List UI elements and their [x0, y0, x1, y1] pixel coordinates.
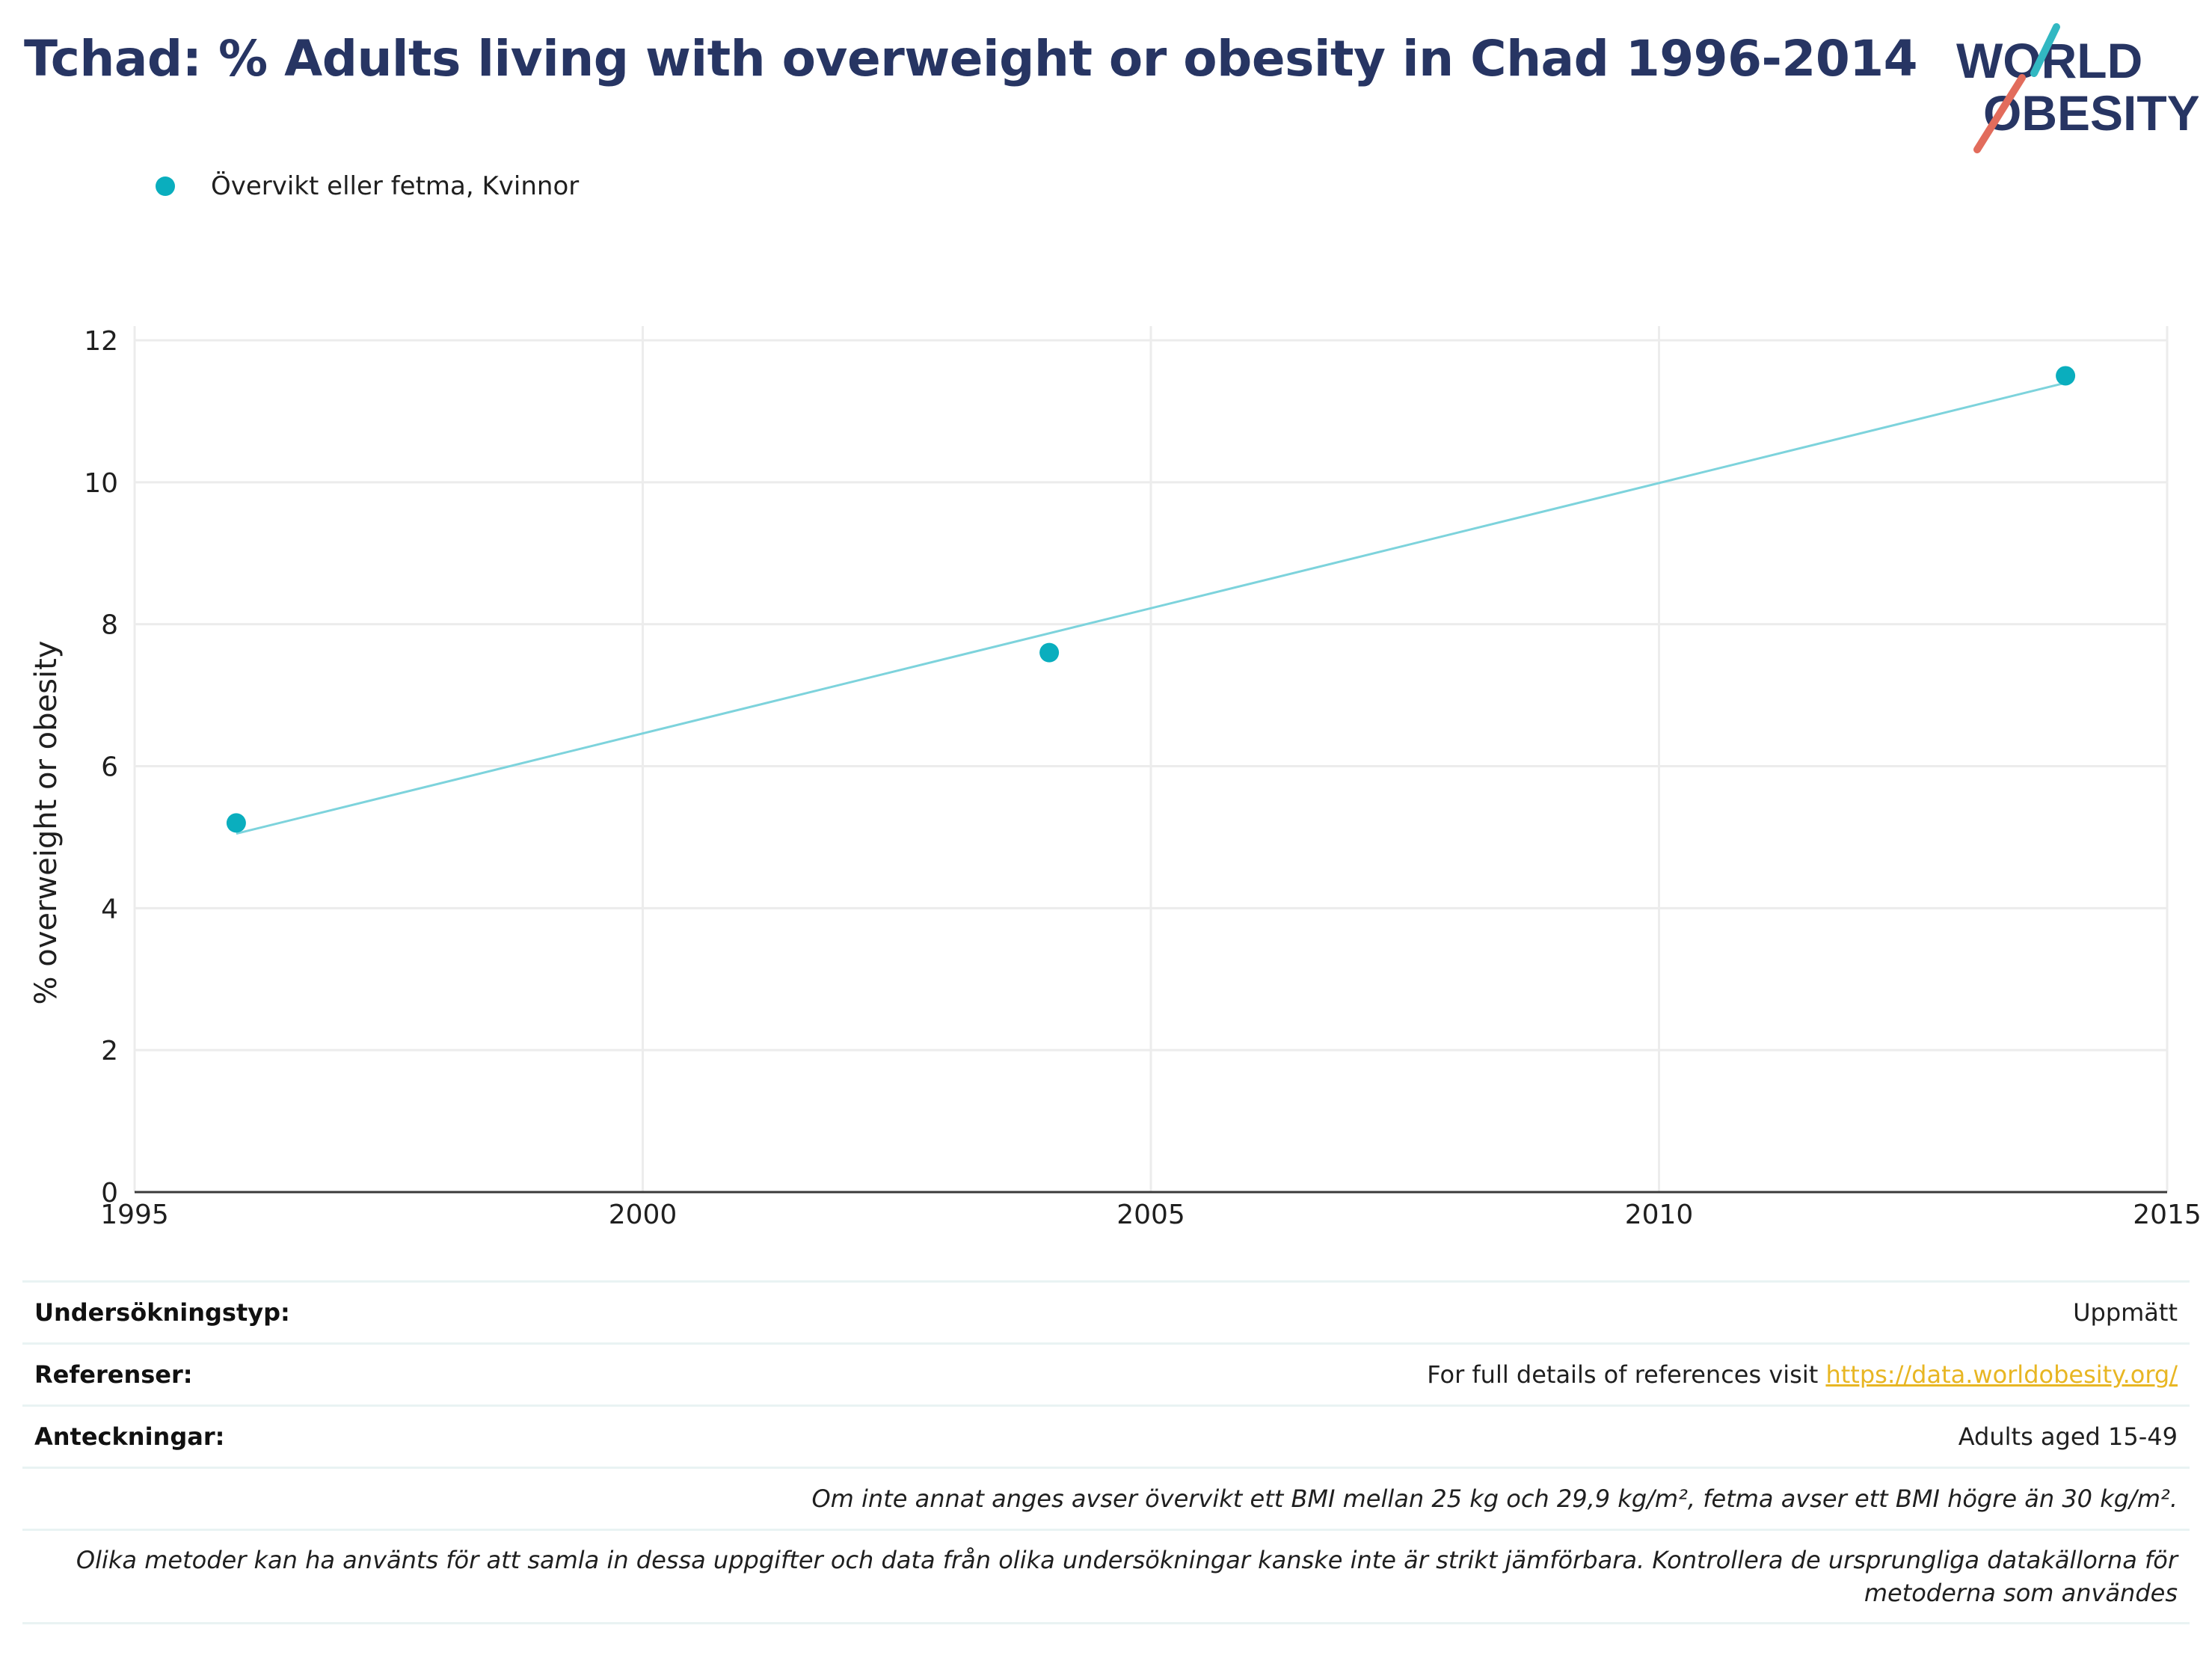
chart-legend[interactable]: Övervikt eller fetma, Kvinnor: [156, 168, 579, 205]
info-table-bottom-border: [22, 1622, 2190, 1624]
x-tick-label: 2000: [609, 1200, 678, 1230]
legend-label: Övervikt eller fetma, Kvinnor: [211, 171, 580, 201]
x-tick-label: 2005: [1116, 1200, 1185, 1230]
info-row-references: Referenser: For full details of referenc…: [22, 1342, 2190, 1404]
y-tick-label: 4: [101, 894, 118, 924]
logo-slash-teal: [2030, 23, 2060, 77]
data-point: [2056, 366, 2076, 386]
page-title: Tchad: % Adults living with overweight o…: [24, 30, 1918, 87]
references-label: Referenser:: [34, 1360, 193, 1389]
scatter-chart: 0 2 4 6 8 10 12 1995 2000 2005 2010 2015: [84, 326, 2202, 1230]
references-prefix: For full details of references visit: [1427, 1360, 1826, 1389]
logo-text-obesity: OBESITY: [1983, 85, 2199, 141]
y-tick-label: 8: [101, 610, 118, 641]
x-tick-label: 2015: [2133, 1200, 2202, 1230]
references-link[interactable]: https://data.worldobesity.org/: [1825, 1360, 2178, 1389]
x-tick-label: 2010: [1625, 1200, 1694, 1230]
notes-label: Anteckningar:: [34, 1422, 225, 1451]
bmi-note: Om inte annat anges avser övervikt ett B…: [811, 1485, 2178, 1513]
notes-value: Adults aged 15-49: [1958, 1422, 2178, 1451]
y-tick-label: 2: [101, 1036, 118, 1066]
y-tick-label: 10: [84, 468, 118, 499]
y-tick-label: 12: [84, 326, 118, 357]
data-point: [1039, 642, 1060, 663]
y-axis-title: % overweight or obesity: [29, 640, 64, 1005]
methods-note-line-1: Olika metoder kan ha använts för att sam…: [76, 1546, 2178, 1574]
logo-slash-coral: [1973, 74, 2026, 153]
info-row-notes: Anteckningar: Adults aged 15-49: [22, 1404, 2190, 1467]
methods-note: Olika metoder kan ha använts för att sam…: [76, 1544, 2178, 1609]
info-row-bmi-note: Om inte annat anges avser övervikt ett B…: [22, 1467, 2190, 1529]
world-obesity-logo: WORLD OBESITY: [1956, 23, 2199, 153]
info-row-methods-note: Olika metoder kan ha använts för att sam…: [22, 1529, 2190, 1622]
survey-type-value: Uppmätt: [2073, 1298, 2178, 1327]
info-table: Undersökningstyp: Uppmätt Referenser: Fo…: [22, 1280, 2190, 1624]
x-tick-label: 1995: [100, 1200, 169, 1230]
methods-note-line-2: metoderna som användes: [1864, 1579, 2178, 1607]
references-value: For full details of references visit htt…: [1427, 1360, 2178, 1389]
survey-type-label: Undersökningstyp:: [34, 1298, 290, 1327]
info-row-survey-type: Undersökningstyp: Uppmätt: [22, 1280, 2190, 1342]
legend-marker: [156, 176, 175, 196]
y-tick-label: 6: [101, 752, 118, 782]
data-point: [226, 813, 246, 833]
y-tick-label: 0: [101, 1178, 118, 1209]
trend-line: [236, 381, 2066, 835]
